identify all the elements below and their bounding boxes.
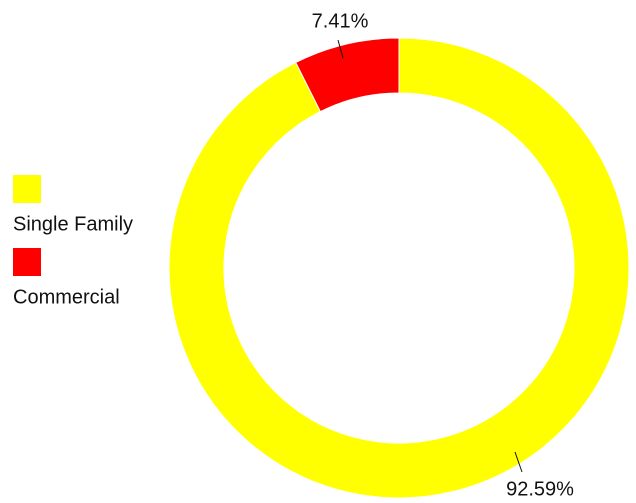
legend-swatch bbox=[13, 248, 41, 276]
leader-line bbox=[337, 39, 344, 59]
legend-swatch bbox=[13, 175, 41, 203]
slice bbox=[295, 37, 400, 113]
slice bbox=[168, 37, 630, 499]
legend-label: Single Family bbox=[13, 213, 133, 235]
data-label: 7.41% bbox=[312, 10, 369, 32]
leader-line bbox=[514, 451, 523, 473]
legend-label: Commercial bbox=[13, 286, 120, 308]
data-label: 92.59% bbox=[506, 478, 574, 500]
